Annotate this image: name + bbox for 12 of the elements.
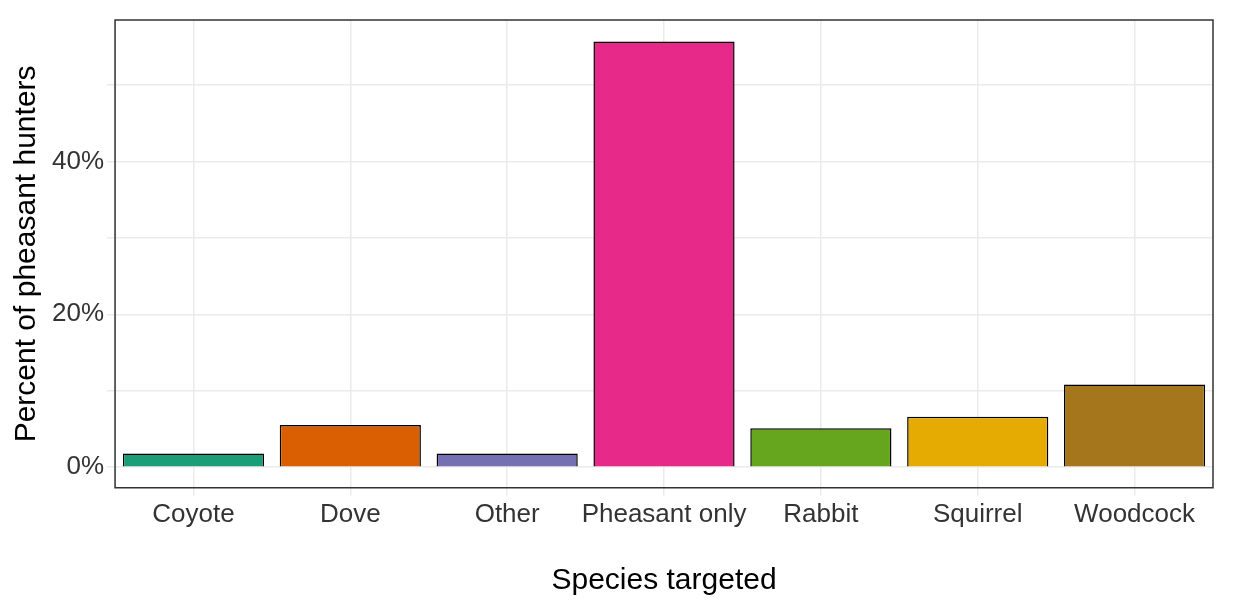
y-axis-title: Percent of pheasant hunters bbox=[8, 65, 42, 443]
x-tick-label: Squirrel bbox=[932, 497, 1023, 528]
y-tick-label: 40% bbox=[51, 144, 105, 175]
x-tick-label: Other bbox=[474, 497, 541, 528]
y-tick-label: 0% bbox=[66, 450, 105, 481]
x-tick-label: Woodcock bbox=[1074, 497, 1197, 528]
x-tick-label: Rabbit bbox=[783, 497, 860, 528]
x-tick-label: Pheasant only bbox=[581, 497, 747, 528]
x-tick-label: Coyote bbox=[152, 497, 235, 528]
x-axis-title: Species targeted bbox=[551, 562, 777, 596]
x-tick-label: Dove bbox=[319, 497, 381, 528]
y-tick-label: 20% bbox=[51, 297, 105, 328]
